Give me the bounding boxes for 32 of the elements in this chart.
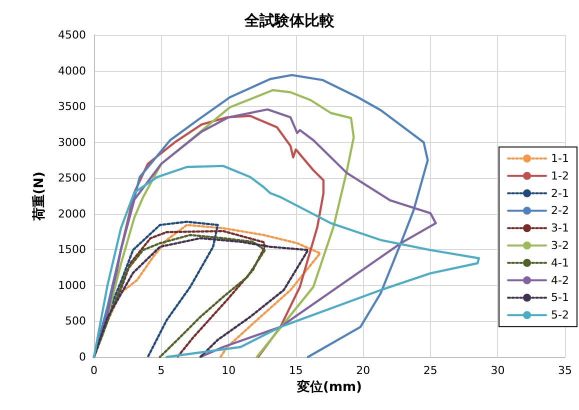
y-tick-label: 4000 bbox=[58, 64, 86, 78]
x-axis-title: 変位(mm) bbox=[296, 378, 362, 395]
y-tick-label: 2000 bbox=[58, 207, 86, 220]
legend-label: 4-1 bbox=[551, 256, 569, 270]
x-tick-label: 10 bbox=[222, 364, 236, 377]
y-tick-label: 3000 bbox=[58, 136, 86, 149]
y-tick-label: 4500 bbox=[58, 28, 86, 42]
x-tick-label: 5 bbox=[158, 364, 165, 377]
y-tick-label: 1000 bbox=[58, 278, 86, 292]
legend-label: 3-2 bbox=[551, 239, 569, 252]
x-tick-label: 0 bbox=[90, 364, 98, 377]
x-tick-label: 20 bbox=[356, 364, 370, 377]
x-tick-label: 30 bbox=[490, 364, 505, 377]
y-tick-label: 500 bbox=[65, 314, 86, 328]
x-tick-label: 35 bbox=[558, 364, 572, 377]
legend-label: 2-2 bbox=[551, 204, 569, 218]
legend-label: 3-1 bbox=[551, 222, 569, 235]
legend-label: 5-2 bbox=[551, 308, 569, 322]
legend-label: 4-2 bbox=[551, 274, 569, 287]
line-series bbox=[92, 164, 480, 358]
y-tick-label: 0 bbox=[79, 350, 86, 364]
y-tick-label: 3500 bbox=[58, 100, 86, 114]
legend-label: 1-2 bbox=[551, 169, 569, 182]
legend-label: 1-1 bbox=[551, 152, 569, 165]
legend-label: 2-1 bbox=[551, 186, 569, 200]
y-axis-title: 荷重(N) bbox=[31, 172, 47, 222]
chart-title: 全試験体比較 bbox=[244, 12, 336, 30]
y-tick-label: 1500 bbox=[58, 243, 86, 256]
y-tick-label: 2500 bbox=[58, 172, 86, 185]
x-tick-label: 15 bbox=[288, 364, 303, 377]
x-tick-label: 25 bbox=[423, 364, 438, 377]
legend-label: 5-1 bbox=[551, 291, 569, 304]
